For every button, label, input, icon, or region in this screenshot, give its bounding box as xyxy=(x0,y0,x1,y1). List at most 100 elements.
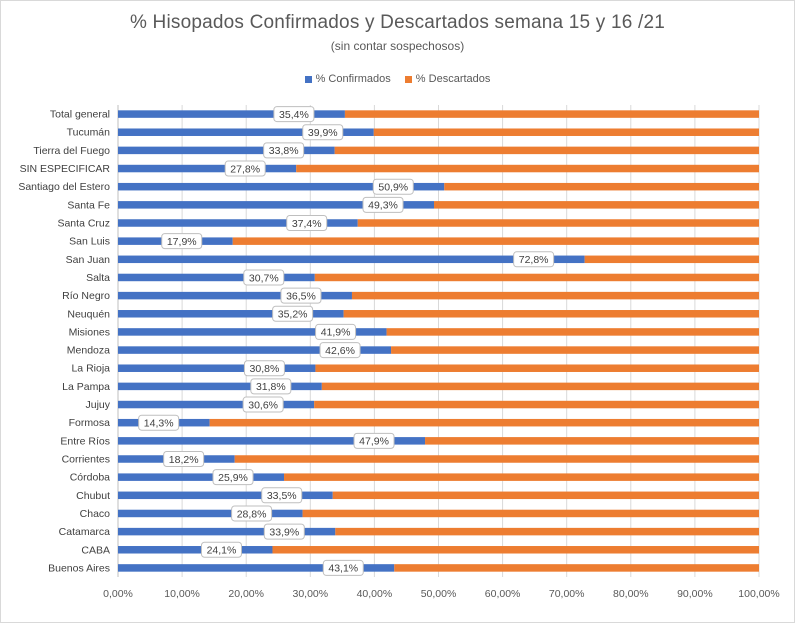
bar-descartados xyxy=(335,527,759,536)
data-label-box xyxy=(163,451,205,467)
bar-descartados xyxy=(272,546,759,554)
chart-title: % Hisopados Confirmados y Descartados se… xyxy=(129,12,666,33)
data-label: 33,9% xyxy=(269,526,299,538)
bar-confirmados xyxy=(118,509,303,518)
bar-descartados xyxy=(302,509,759,518)
bar-descartados xyxy=(332,491,759,500)
x-tick-label: 90,00% xyxy=(677,588,713,600)
data-label: 24,1% xyxy=(207,545,237,557)
data-label: 42,6% xyxy=(325,345,355,357)
data-label-box xyxy=(138,414,180,431)
bar-descartados xyxy=(584,255,759,264)
bar-descartados xyxy=(209,418,760,427)
bar-descartados xyxy=(425,437,759,445)
bar-confirmados xyxy=(118,491,333,500)
bar-descartados xyxy=(314,273,759,282)
data-label: 43,1% xyxy=(328,563,358,575)
data-label-box xyxy=(242,396,284,413)
data-label-box xyxy=(286,215,328,231)
legend-swatch-confirmados xyxy=(304,75,312,83)
bar-confirmados xyxy=(118,164,297,173)
bar-descartados xyxy=(334,146,759,155)
bar-descartados xyxy=(321,382,759,391)
data-label-box xyxy=(231,505,273,522)
bar-descartados xyxy=(394,564,759,572)
category-label: Chaco xyxy=(80,508,111,520)
bar-descartados xyxy=(314,400,759,409)
data-label-box xyxy=(161,233,203,250)
data-label-box xyxy=(263,523,305,540)
data-label: 18,2% xyxy=(169,454,199,466)
legend-item-confirmados: % Confirmados xyxy=(304,73,391,85)
data-label-box xyxy=(302,124,344,141)
data-label: 28,8% xyxy=(237,508,267,520)
bar-descartados xyxy=(315,364,759,372)
data-label: 30,6% xyxy=(248,399,278,411)
legend-item-descartados: % Descartados xyxy=(404,73,490,85)
bar-confirmados xyxy=(118,400,315,409)
x-tick-label: 40,00% xyxy=(357,588,393,600)
category-label: Río Negro xyxy=(62,290,110,302)
x-tick-label: 50,00% xyxy=(421,588,457,600)
x-tick-label: 100,00% xyxy=(738,588,779,600)
bar-confirmados xyxy=(118,201,435,209)
category-label: Santiago del Estero xyxy=(18,181,110,193)
data-label: 27,8% xyxy=(230,163,260,175)
category-label: CABA xyxy=(81,544,110,556)
data-label-box xyxy=(243,360,285,377)
bar-confirmados xyxy=(118,564,395,572)
legend-label-confirmados: % Confirmados xyxy=(315,73,391,85)
data-label: 36,5% xyxy=(286,290,316,302)
data-label: 30,8% xyxy=(250,363,280,375)
category-label: Tucumán xyxy=(67,127,111,139)
category-label: Mendoza xyxy=(67,345,110,357)
category-label: San Luis xyxy=(69,236,110,248)
data-label: 33,5% xyxy=(267,490,297,502)
x-tick-label: 10,00% xyxy=(164,588,200,600)
data-label-box xyxy=(212,469,254,486)
x-tick-label: 70,00% xyxy=(549,588,585,600)
bar-descartados xyxy=(373,128,759,136)
category-label: Corrientes xyxy=(62,454,110,466)
category-label: Jujuy xyxy=(85,399,110,411)
bar-confirmados xyxy=(118,527,336,536)
category-label: Neuquén xyxy=(67,308,110,320)
bar-descartados xyxy=(357,219,759,227)
data-label-box xyxy=(261,487,303,504)
bar-descartados xyxy=(391,346,759,354)
data-label: 47,9% xyxy=(359,436,389,448)
category-label: San Juan xyxy=(66,254,111,266)
bar-descartados xyxy=(234,455,760,463)
data-label: 17,9% xyxy=(167,236,197,248)
data-label: 30,7% xyxy=(249,272,279,284)
category-label: Chubut xyxy=(76,490,110,502)
bar-confirmados xyxy=(118,110,345,118)
bar-descartados xyxy=(444,182,759,191)
category-label: Catamarca xyxy=(59,526,111,538)
category-label: Salta xyxy=(86,272,110,284)
data-label-box xyxy=(372,178,414,195)
x-tick-label: 30,00% xyxy=(292,588,328,600)
category-label: La Rioja xyxy=(71,363,110,375)
category-label: La Pampa xyxy=(62,381,110,393)
data-label-box xyxy=(280,287,322,304)
data-label-box xyxy=(322,559,364,576)
bar-confirmados xyxy=(118,255,585,264)
legend-swatch-descartados xyxy=(404,75,412,83)
data-label: 25,9% xyxy=(218,472,248,484)
category-label: Formosa xyxy=(69,417,111,429)
bar-descartados xyxy=(296,164,759,173)
data-label-box xyxy=(273,106,315,123)
bar-descartados xyxy=(344,110,759,118)
data-label: 49,3% xyxy=(368,200,398,212)
data-label-box xyxy=(250,378,292,395)
data-label-box xyxy=(200,541,242,558)
x-tick-label: 60,00% xyxy=(485,588,521,600)
chart-subtitle: (sin contar sospechosos) xyxy=(330,39,465,53)
bar-confirmados xyxy=(118,219,358,227)
x-tick-label: 80,00% xyxy=(613,588,649,600)
bar-descartados xyxy=(284,473,759,481)
data-label: 41,9% xyxy=(321,327,351,339)
bar-confirmados xyxy=(118,310,344,318)
